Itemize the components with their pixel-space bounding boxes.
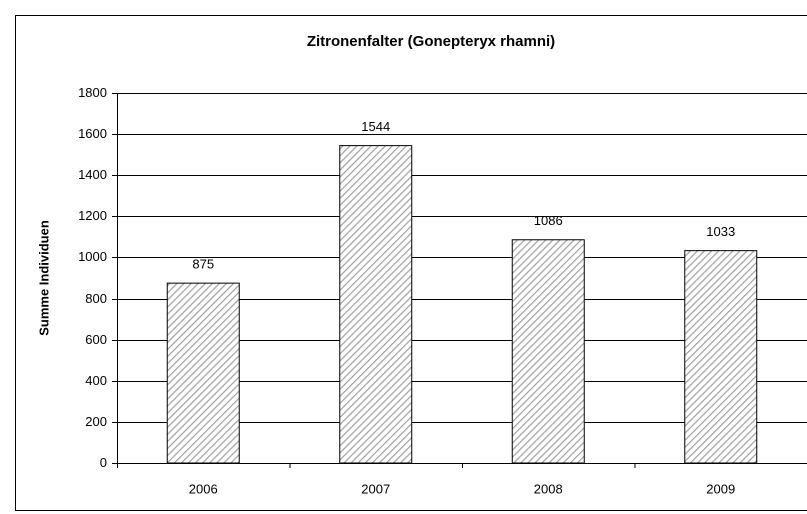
y-tick-label: 800 <box>85 291 107 306</box>
x-tick-label: 2006 <box>189 481 218 496</box>
x-tick-label: 2008 <box>534 481 563 496</box>
y-tick-label: 200 <box>85 414 107 429</box>
y-tick-label: 1400 <box>78 167 107 182</box>
chart-title: Zitronenfalter (Gonepteryx rhamni) <box>307 33 555 50</box>
y-axis-label: Summe Individuen <box>36 220 51 336</box>
bar <box>684 250 758 464</box>
bar <box>166 282 240 464</box>
y-tick-label: 400 <box>85 373 107 388</box>
data-label: 1086 <box>534 213 563 228</box>
bar <box>339 145 413 464</box>
y-tick-label: 1000 <box>78 249 107 264</box>
data-label: 875 <box>192 257 214 272</box>
bar <box>511 239 585 464</box>
x-tick-label: 2007 <box>361 481 390 496</box>
y-tick-label: 0 <box>100 455 107 470</box>
y-tick-label: 1800 <box>78 85 107 100</box>
y-tick-label: 1200 <box>78 208 107 223</box>
data-label: 1033 <box>706 224 735 239</box>
y-tick-label: 1600 <box>78 126 107 141</box>
y-tick-label: 600 <box>85 332 107 347</box>
x-tick-label: 2009 <box>706 481 735 496</box>
data-label: 1544 <box>361 119 390 134</box>
